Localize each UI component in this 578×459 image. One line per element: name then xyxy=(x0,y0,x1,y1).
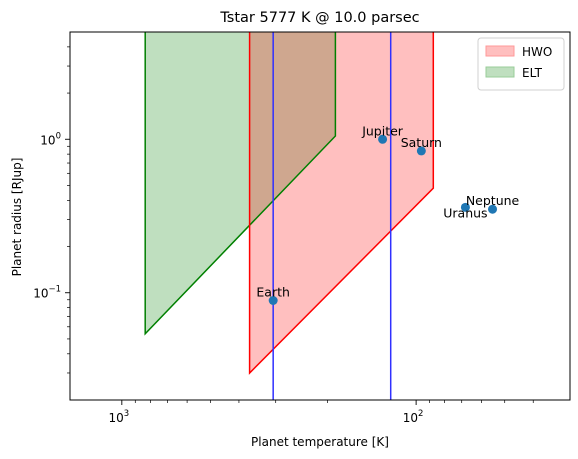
axes: 103 102 100 10−1 xyxy=(33,31,571,425)
legend-swatch-elt xyxy=(485,66,515,78)
chart-title: Tstar 5777 K @ 10.0 parsec xyxy=(219,10,419,26)
point-label-saturn: Saturn xyxy=(401,135,442,150)
plot-background xyxy=(70,32,570,400)
point-jupiter xyxy=(378,134,388,144)
region-elt-outline xyxy=(144,32,337,336)
point-label-jupiter: Jupiter xyxy=(361,123,404,138)
x-tick-label: 102 xyxy=(403,409,424,425)
point-label-neptune: Neptune xyxy=(466,193,520,208)
plot-area xyxy=(70,32,570,400)
y-tick-label: 100 xyxy=(40,131,61,147)
point-neptune xyxy=(488,204,498,214)
x-tick-label: 103 xyxy=(108,409,129,425)
plot-frame xyxy=(69,31,571,401)
legend-label-elt: ELT xyxy=(522,66,543,80)
point-saturn xyxy=(416,146,426,156)
point-uranus xyxy=(460,202,470,212)
region-elt-fill xyxy=(145,32,336,334)
region-hwo-fill xyxy=(249,32,434,373)
plot-content xyxy=(144,32,435,400)
region-hwo-outline xyxy=(248,32,435,375)
point-earth xyxy=(268,295,278,305)
x-axis-label: Planet temperature [K] xyxy=(251,435,389,449)
point-label-earth: Earth xyxy=(256,284,290,299)
point-label-uranus: Uranus xyxy=(443,205,487,220)
y-axis-label: Planet radius [RJup] xyxy=(10,158,24,277)
legend: HWO ELT xyxy=(477,37,565,91)
legend-swatch-hwo xyxy=(485,45,515,57)
y-tick-label: 10−1 xyxy=(33,285,61,301)
legend-label-hwo: HWO xyxy=(522,45,552,59)
